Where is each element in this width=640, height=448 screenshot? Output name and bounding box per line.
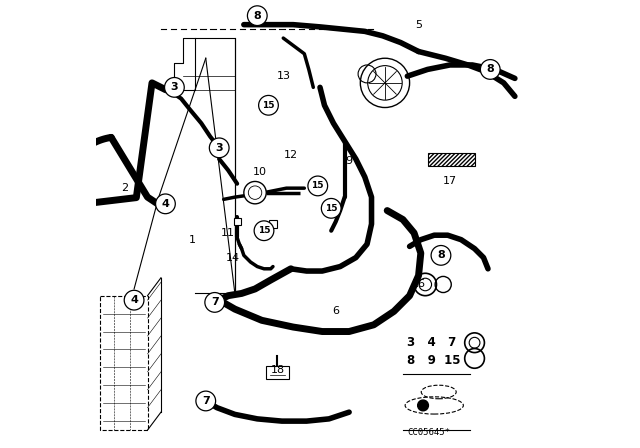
Circle shape bbox=[254, 221, 274, 241]
Text: 15: 15 bbox=[312, 181, 324, 190]
Text: 7: 7 bbox=[202, 396, 210, 406]
Circle shape bbox=[248, 6, 267, 26]
Text: 9: 9 bbox=[346, 156, 353, 166]
Text: 13: 13 bbox=[277, 71, 291, 81]
FancyBboxPatch shape bbox=[266, 366, 289, 379]
Circle shape bbox=[209, 138, 229, 158]
Circle shape bbox=[431, 246, 451, 265]
Text: 18: 18 bbox=[270, 365, 285, 375]
Circle shape bbox=[259, 95, 278, 115]
Text: 3: 3 bbox=[216, 143, 223, 153]
Text: 6: 6 bbox=[332, 306, 339, 316]
Text: 8: 8 bbox=[486, 65, 494, 74]
Circle shape bbox=[196, 391, 216, 411]
Circle shape bbox=[321, 198, 341, 218]
Circle shape bbox=[481, 60, 500, 79]
Text: CC05645*: CC05645* bbox=[407, 428, 451, 437]
Bar bbox=[325, 200, 333, 207]
Bar bbox=[269, 220, 276, 228]
Ellipse shape bbox=[199, 396, 212, 406]
Text: 3   4   7: 3 4 7 bbox=[407, 336, 456, 349]
Text: 15: 15 bbox=[325, 204, 337, 213]
Text: 7: 7 bbox=[211, 297, 219, 307]
Circle shape bbox=[244, 181, 266, 204]
Text: 10: 10 bbox=[253, 168, 266, 177]
Text: 8   9  15: 8 9 15 bbox=[407, 354, 461, 367]
Text: 1: 1 bbox=[189, 235, 196, 245]
Text: 5: 5 bbox=[415, 20, 422, 30]
Text: 4: 4 bbox=[130, 295, 138, 305]
Circle shape bbox=[156, 194, 175, 214]
Text: 11: 11 bbox=[221, 228, 235, 238]
Text: 3: 3 bbox=[171, 82, 178, 92]
FancyBboxPatch shape bbox=[428, 153, 474, 166]
Circle shape bbox=[205, 293, 225, 312]
Text: 8: 8 bbox=[253, 11, 261, 21]
Text: 12: 12 bbox=[284, 150, 298, 159]
Text: 17: 17 bbox=[443, 177, 457, 186]
Text: 8: 8 bbox=[437, 250, 445, 260]
Bar bbox=[312, 178, 319, 185]
Circle shape bbox=[418, 400, 428, 411]
Text: 15: 15 bbox=[262, 101, 275, 110]
Text: 15: 15 bbox=[258, 226, 270, 235]
Ellipse shape bbox=[208, 297, 221, 307]
FancyBboxPatch shape bbox=[96, 0, 544, 448]
Text: 14: 14 bbox=[225, 253, 240, 263]
Circle shape bbox=[124, 290, 144, 310]
Text: 4: 4 bbox=[161, 199, 170, 209]
Circle shape bbox=[164, 78, 184, 97]
Text: 2: 2 bbox=[122, 183, 129, 193]
Circle shape bbox=[308, 176, 328, 196]
Text: 16: 16 bbox=[412, 280, 426, 289]
Bar bbox=[234, 218, 241, 225]
